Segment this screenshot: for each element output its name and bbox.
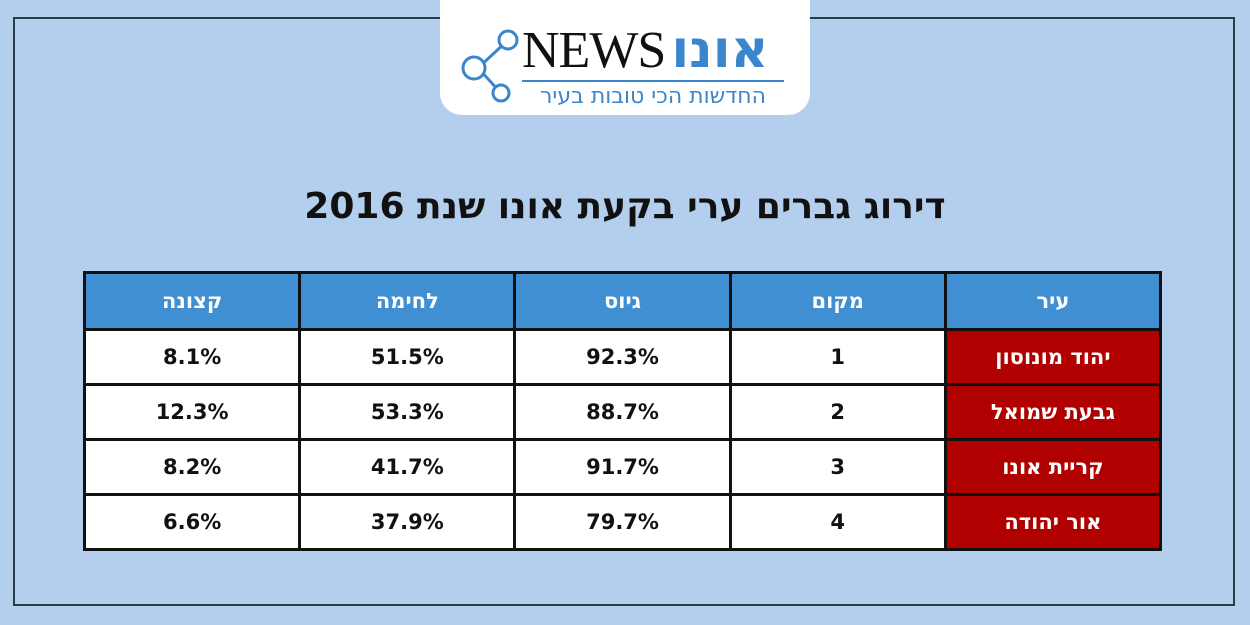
- value-cell: 6.6%: [82, 493, 302, 551]
- city-cell: יהוד מונוסון: [943, 328, 1163, 386]
- tagline: החדשות הכי טובות בעיר: [522, 80, 784, 109]
- brand-hebrew: אונו: [671, 20, 769, 80]
- header-cell: מקום: [728, 271, 947, 331]
- value-cell: 41.7%: [298, 438, 517, 496]
- value-cell: 88.7%: [513, 383, 732, 441]
- logo: [440, 0, 810, 115]
- title: דירוג גברים ערי בקעת אונו שנת 2016: [304, 186, 946, 227]
- header-cell: לחימה: [298, 271, 517, 331]
- value-cell: 51.5%: [298, 328, 517, 386]
- value-cell: 1: [728, 328, 947, 386]
- header-cell: קצונה: [82, 271, 302, 331]
- header-cell: גיוס: [513, 271, 732, 331]
- value-cell: 3: [728, 438, 947, 496]
- value-cell: 2: [728, 383, 947, 441]
- table-row: גבעת שמואל 2 88.7% 53.3% 12.3%: [82, 383, 1163, 441]
- value-cell: 8.2%: [82, 438, 302, 496]
- city-cell: קריית אונו: [943, 438, 1163, 496]
- value-cell: 4: [728, 493, 947, 551]
- brand: NEWS אונו: [522, 22, 768, 79]
- table-row: קריית אונו 3 91.7% 41.7% 8.2%: [82, 438, 1163, 496]
- table-row: יהוד מונוסון 1 92.3% 51.5% 8.1%: [82, 328, 1163, 386]
- value-cell: 53.3%: [298, 383, 517, 441]
- value-cell: 12.3%: [82, 383, 302, 441]
- value-cell: 92.3%: [513, 328, 732, 386]
- header-row: עיר מקום גיוס לחימה קצונה: [82, 271, 1163, 331]
- city-cell: אור יהודה: [943, 493, 1163, 551]
- table-row: אור יהודה 4 79.7% 37.9% 6.6%: [82, 493, 1163, 551]
- value-cell: 37.9%: [298, 493, 517, 551]
- value-cell: 79.7%: [513, 493, 732, 551]
- value-cell: 8.1%: [82, 328, 302, 386]
- table: עיר מקום גיוס לחימה קצונה יהוד מונוסון 1 92.3% 5…: [82, 271, 1163, 551]
- logo-icon: [461, 29, 519, 103]
- header-cell: עיר: [943, 271, 1163, 331]
- brand-latin: NEWS: [522, 22, 666, 79]
- city-cell: גבעת שמואל: [943, 383, 1163, 441]
- value-cell: 91.7%: [513, 438, 732, 496]
